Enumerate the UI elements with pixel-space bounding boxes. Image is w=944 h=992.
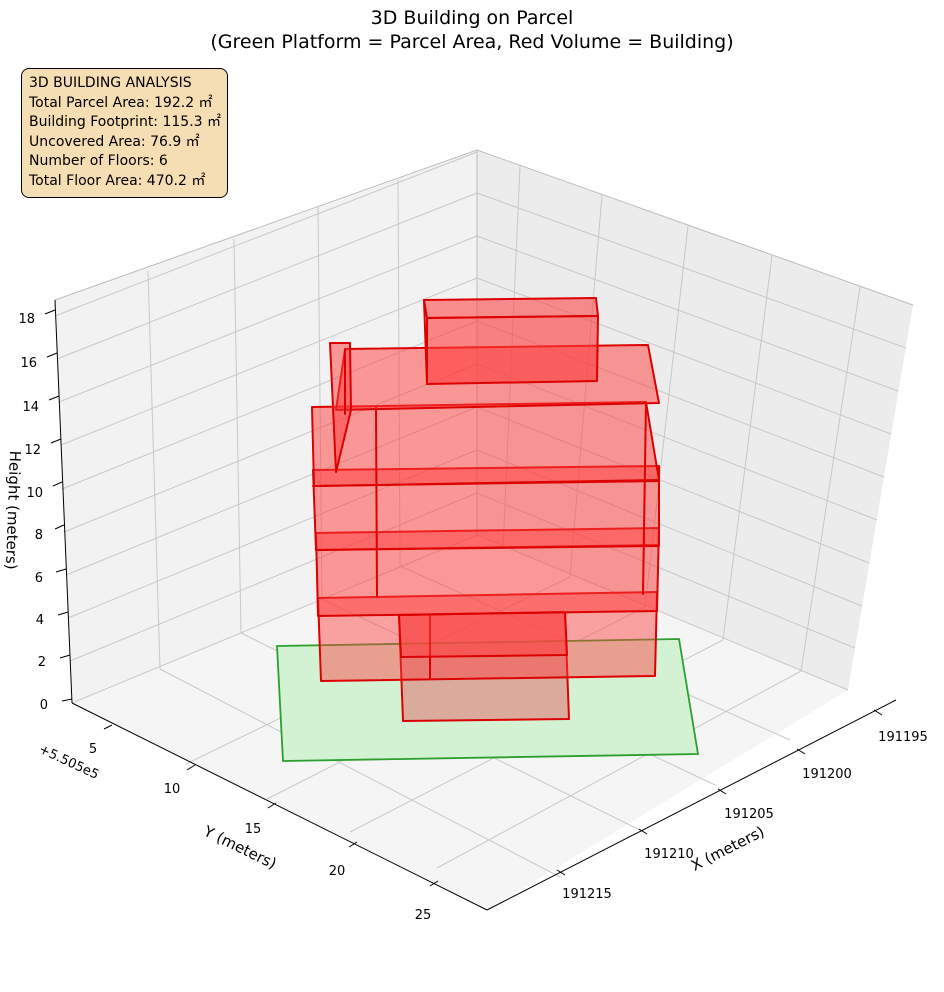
- x-axis-line: [486, 699, 897, 911]
- building-volume: [311, 297, 660, 722]
- x-tick-label: 191210: [644, 847, 694, 862]
- info-uncovered: Uncovered Area: 76.9 ㎡: [29, 133, 200, 150]
- z-tick-label: 12: [24, 443, 41, 458]
- y-axis-label: Y (meters): [200, 822, 279, 873]
- building-face: [423, 297, 599, 319]
- grid-line: [436, 670, 802, 869]
- y-tick-label: 10: [164, 782, 181, 797]
- y-tick-label: 25: [415, 908, 432, 923]
- tick-marks: [44, 309, 883, 887]
- z-tick-mark: [46, 352, 58, 358]
- y-tick-mark: [429, 880, 439, 887]
- building-face: [426, 315, 599, 385]
- z-axis-label: Height (meters): [2, 450, 24, 570]
- z-tick-label: 8: [35, 528, 43, 543]
- building-face: [642, 401, 647, 595]
- grid-line: [233, 238, 242, 634]
- y-tick-mark: [103, 724, 113, 730]
- x-tick-label: 191215: [562, 887, 612, 902]
- z-tick-mark: [52, 481, 63, 487]
- z-tick-label: 0: [40, 698, 48, 713]
- grid-line: [58, 235, 478, 403]
- info-footprint: Building Footprint: 115.3 ㎡: [29, 114, 222, 130]
- z-tick-mark: [54, 524, 65, 530]
- z-axis-line: [54, 299, 73, 704]
- grid-line: [722, 255, 773, 641]
- z-tick-label: 2: [38, 655, 46, 670]
- z-tick-label: 14: [22, 400, 39, 415]
- x-tick-labels: 191195 191200 191205 191210 191215: [562, 730, 928, 902]
- building-face: [311, 401, 660, 487]
- y-tick-label: 5: [89, 742, 97, 757]
- grid-line: [56, 192, 478, 360]
- info-floor-area: Total Floor Area: 470.2 ㎡: [29, 172, 206, 189]
- x-tick-mark: [556, 869, 566, 876]
- x-tick-label: 191205: [724, 807, 774, 822]
- y-tick-mark: [348, 841, 358, 848]
- z-tick-mark: [61, 698, 73, 702]
- analysis-info-box: 3D BUILDING ANALYSIS Total Parcel Area: …: [21, 68, 228, 198]
- x-tick-mark: [873, 709, 883, 716]
- x-tick-label: 191195: [878, 730, 928, 745]
- z-tick-mark: [57, 611, 69, 616]
- chart-title: 3D Building on Parcel (Green Platform = …: [0, 6, 944, 54]
- z-tick-labels: 0 2 4 6 8 10 12 14 16 18: [18, 312, 48, 713]
- grid-line: [476, 235, 899, 392]
- y-axis-line: [71, 702, 488, 911]
- z-tick-label: 6: [35, 571, 43, 586]
- x-tick-label: 191200: [802, 767, 852, 782]
- building-face: [423, 299, 428, 385]
- z-tick-mark: [55, 568, 67, 573]
- grid-line: [54, 151, 478, 317]
- y-tick-label: 20: [329, 864, 346, 879]
- z-tick-mark: [50, 438, 62, 444]
- chart-title-line2: (Green Platform = Parcel Area, Red Volum…: [210, 31, 734, 53]
- x-tick-mark: [638, 828, 648, 835]
- info-floors: Number of Floors: 6: [29, 153, 168, 169]
- grid-line: [60, 277, 478, 446]
- z-tick-mark: [48, 395, 60, 401]
- z-tick-label: 4: [36, 613, 44, 628]
- building-face: [398, 611, 568, 658]
- z-tick-mark: [44, 309, 56, 315]
- pane-edge: [54, 149, 478, 301]
- x-axis-label: X (meters): [688, 822, 767, 874]
- x-tick-mark: [796, 748, 806, 755]
- chart-title-line1: 3D Building on Parcel: [370, 7, 574, 29]
- grid-line: [800, 286, 861, 672]
- z-tick-label: 10: [26, 486, 43, 501]
- y-tick-mark: [267, 802, 277, 809]
- z-tick-label: 16: [20, 356, 37, 371]
- pane-edge: [476, 149, 914, 306]
- y-tick-label: 15: [245, 822, 262, 837]
- z-tick-mark: [59, 654, 71, 659]
- y-tick-labels: 5 10 15 20 25: [89, 742, 431, 923]
- building-face: [375, 406, 378, 598]
- y-tick-mark: [186, 764, 196, 771]
- grid-line: [147, 270, 161, 670]
- info-heading: 3D BUILDING ANALYSIS: [29, 75, 192, 91]
- x-tick-mark: [717, 788, 727, 795]
- info-parcel-area: Total Parcel Area: 192.2 ㎡: [29, 94, 213, 111]
- grid-line: [476, 192, 907, 349]
- axes: [54, 299, 897, 911]
- grid-line: [159, 668, 561, 878]
- z-tick-label: 18: [18, 312, 35, 327]
